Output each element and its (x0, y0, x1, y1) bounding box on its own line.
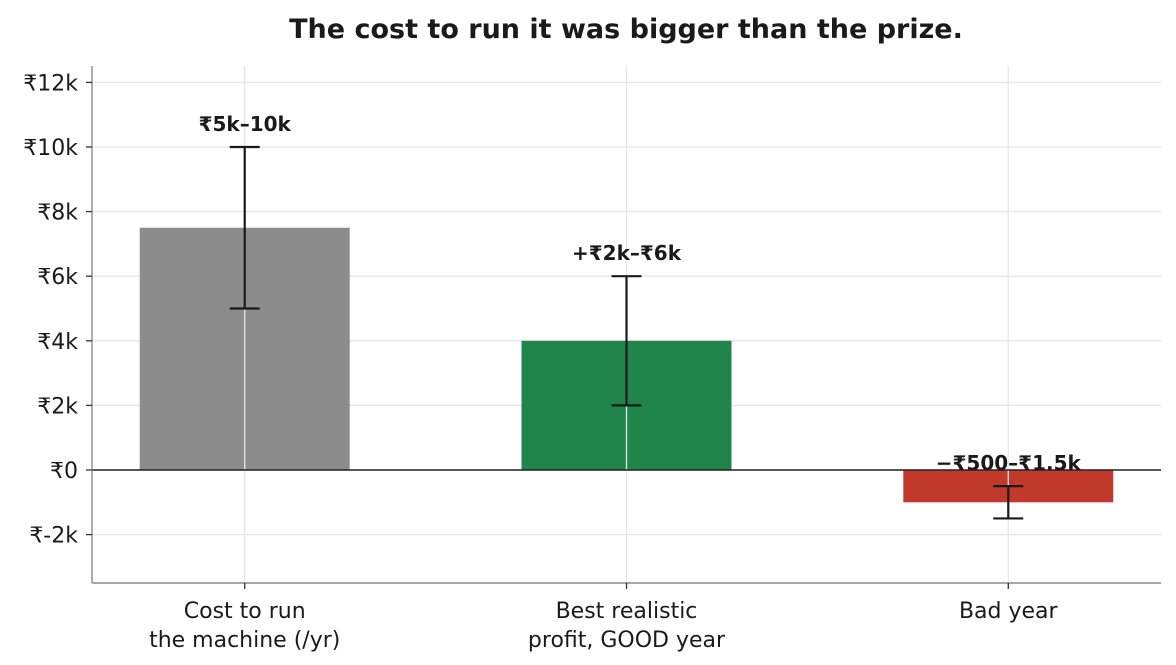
chart-title: The cost to run it was bigger than the p… (289, 14, 963, 45)
x-tick-label-line: Cost to run (184, 599, 306, 624)
x-tick-label-line: Best realistic (556, 599, 698, 624)
y-tick-label: ₹10k (23, 136, 78, 161)
y-tick-label: ₹12k (23, 71, 78, 96)
y-tick-label: ₹2k (37, 394, 78, 419)
x-tick-label: Cost to run the machine (/yr) (149, 599, 340, 653)
y-tick-label: ₹4k (37, 330, 78, 355)
error-bar-layer (229, 145, 1024, 520)
y-tick-label: ₹8k (37, 201, 78, 226)
x-tick-label: Bad year (959, 599, 1059, 624)
y-tick-label: ₹-2k (29, 524, 78, 549)
x-tick-label-line: Bad year (959, 599, 1059, 624)
x-tick-label-line: profit, GOOD year (528, 628, 726, 653)
data-label-layer: ₹5k–10k +₹2k–₹6k −₹500–₹1.5k (199, 112, 1082, 475)
data-label-2: −₹500–₹1.5k (936, 451, 1082, 475)
x-tick-label: Best realistic profit, GOOD year (528, 599, 726, 653)
data-label-0: ₹5k–10k (199, 112, 292, 136)
x-tick-label-line: the machine (/yr) (149, 628, 340, 653)
axis-layer: ₹-2k ₹0 ₹2k ₹4k ₹6k ₹8k ₹10k ₹12k Cost to run the… (23, 66, 1161, 653)
y-tick-label: ₹6k (37, 265, 78, 290)
data-label-1: +₹2k–₹6k (572, 241, 682, 265)
y-tick-label: ₹0 (50, 459, 78, 484)
